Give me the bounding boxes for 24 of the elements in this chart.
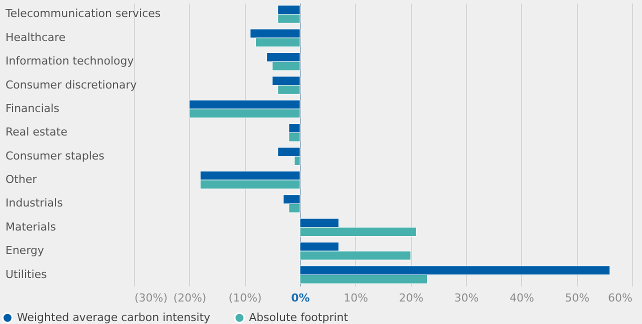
y-tick-label: Industrials: [6, 196, 64, 210]
x-tick-label: (10%): [228, 292, 262, 304]
y-tick-label: Consumer staples: [6, 149, 105, 162]
y-tick-label: Consumer discretionary: [6, 78, 138, 92]
x-tick-label: 10%: [344, 292, 368, 304]
x-tick-label: (30%): [134, 292, 168, 304]
y-tick-label: Utilities: [6, 268, 48, 281]
x-tick-label: 50%: [564, 292, 590, 304]
legend-label: Weighted average carbon intensity: [17, 310, 211, 324]
y-tick-label: Materials: [6, 220, 56, 234]
y-tick-label: Financials: [6, 102, 60, 115]
y-tick-label: Healthcare: [6, 30, 66, 44]
y-tick-label: Real estate: [6, 126, 68, 139]
y-tick-label: Energy: [6, 244, 44, 258]
legend-label: Absolute footprint: [249, 310, 349, 324]
x-tick-label: 0%: [291, 292, 310, 304]
y-tick-label: Telecommunication services: [4, 7, 161, 20]
y-tick-label: Information technology: [6, 54, 134, 68]
y-tick-label: Other: [6, 173, 38, 186]
x-tick-label: 20%: [398, 292, 424, 304]
x-tick-label: 60%: [608, 292, 632, 304]
x-tick-label: 30%: [454, 292, 479, 304]
x-tick-label: (20%): [173, 292, 206, 304]
x-tick-label: 40%: [510, 292, 534, 304]
